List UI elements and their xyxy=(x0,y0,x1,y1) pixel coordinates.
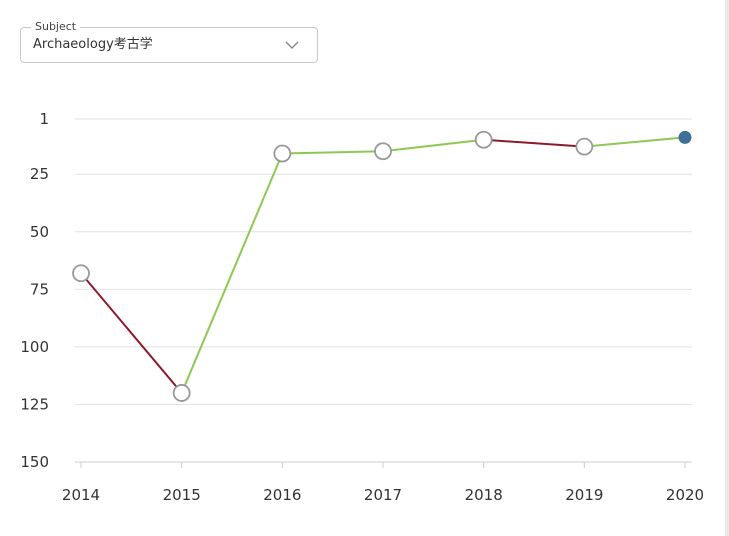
line-segment xyxy=(482,138,586,148)
line-segment xyxy=(382,138,485,153)
y-tick-label: 150 xyxy=(20,453,49,471)
series-points xyxy=(72,130,692,402)
y-tick-label: 100 xyxy=(20,338,49,356)
x-axis xyxy=(75,461,692,468)
x-tick-label: 2014 xyxy=(62,486,100,504)
scrollbar-track[interactable] xyxy=(725,0,729,536)
line-segment xyxy=(80,272,183,394)
data-point xyxy=(575,137,594,156)
data-point xyxy=(474,130,493,149)
series-line xyxy=(80,136,686,394)
line-segment xyxy=(583,136,686,148)
current-point xyxy=(678,130,692,144)
x-tick-label: 2015 xyxy=(163,486,201,504)
data-point xyxy=(172,384,191,402)
x-tick-label: 2020 xyxy=(666,486,704,504)
data-point xyxy=(72,264,90,283)
y-tick-label: 125 xyxy=(20,395,49,413)
grid-lines xyxy=(75,118,692,405)
y-tick-label: 50 xyxy=(30,223,49,241)
subject-label: Subject xyxy=(31,20,81,34)
x-tick-label: 2018 xyxy=(465,486,503,504)
subject-select[interactable]: Subject Archaeology考古学 xyxy=(20,20,318,63)
data-point xyxy=(374,142,392,161)
data-point xyxy=(273,144,292,163)
x-tick-label: 2017 xyxy=(364,486,402,504)
x-tick-labels: 2014 2015 2016 2017 2018 2019 2020 xyxy=(62,486,704,504)
y-tick-label: 75 xyxy=(30,280,49,298)
x-tick-label: 2019 xyxy=(565,486,603,504)
line-segment xyxy=(180,152,284,394)
line-segment xyxy=(281,150,384,155)
x-tick-label: 2016 xyxy=(263,486,301,504)
y-tick-label: 1 xyxy=(39,110,49,128)
y-tick-label: 25 xyxy=(30,165,49,183)
chevron-down-icon xyxy=(285,41,299,49)
subject-value: Archaeology考古学 xyxy=(33,37,153,52)
